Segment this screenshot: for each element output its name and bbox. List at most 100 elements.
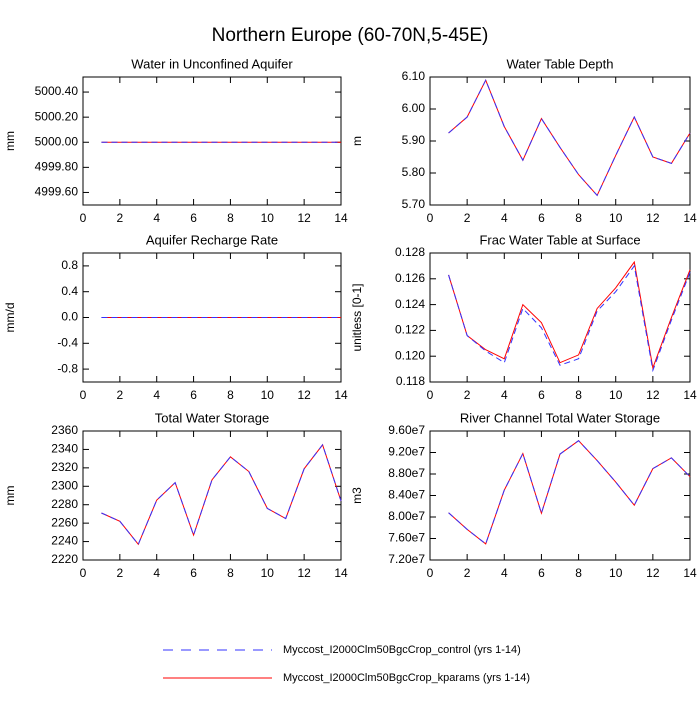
y-tick-label: 5000.20 (35, 109, 79, 123)
x-tick-label: 2 (117, 211, 124, 225)
x-tick-label: 10 (609, 211, 623, 225)
y-tick-label: 4999.80 (35, 160, 79, 174)
series-line (448, 78, 691, 197)
plot-frame (429, 430, 691, 561)
x-tick-label: 8 (227, 211, 234, 225)
plot-frame (429, 252, 691, 383)
y-tick-label: 5.90 (402, 133, 426, 147)
x-tick-label: 10 (261, 566, 275, 580)
panel-title: Water Table Depth (507, 56, 614, 71)
panel-title: River Channel Total Water Storage (460, 410, 660, 425)
x-tick-label: 4 (153, 566, 160, 580)
y-tick-label: 2280 (51, 497, 78, 511)
y-tick-label: 0.120 (395, 348, 425, 362)
x-tick-label: 0 (427, 566, 434, 580)
y-tick-label: 5.80 (402, 165, 426, 179)
x-tick-label: 0 (80, 566, 87, 580)
x-tick-label: 2 (464, 566, 471, 580)
series-line (101, 443, 342, 546)
y-tick-label: 0.128 (395, 245, 425, 259)
y-tick-label: 8.80e7 (388, 466, 425, 480)
y-tick-label: 0.124 (395, 297, 425, 311)
x-tick-label: 10 (261, 211, 275, 225)
y-tick-label: 6.10 (402, 69, 426, 83)
y-tick-label: 0.122 (395, 323, 425, 337)
y-tick-label: 7.20e7 (388, 552, 425, 566)
panel-title: Aquifer Recharge Rate (146, 232, 278, 247)
x-tick-label: 0 (427, 211, 434, 225)
panel-title: Total Water Storage (155, 410, 269, 425)
series-line (448, 260, 691, 370)
y-tick-label: 7.60e7 (388, 531, 425, 545)
series-line (448, 264, 691, 373)
x-tick-label: 14 (334, 211, 348, 225)
x-tick-label: 6 (190, 566, 197, 580)
y-tick-label: 5.70 (402, 197, 426, 211)
x-tick-label: 2 (117, 566, 124, 580)
y-axis-label: m (350, 136, 364, 146)
y-tick-label: 5000.40 (35, 84, 79, 98)
y-tick-label: -0.8 (57, 361, 78, 375)
series-line (448, 78, 691, 197)
x-tick-label: 14 (683, 211, 697, 225)
y-axis-label: mm (3, 131, 17, 151)
x-tick-label: 12 (297, 566, 311, 580)
y-tick-label: 5000.00 (35, 134, 79, 148)
y-axis-label: mm (3, 486, 17, 506)
plot-frame (429, 76, 691, 206)
y-tick-label: 2340 (51, 442, 78, 456)
x-tick-label: 6 (538, 211, 545, 225)
x-tick-label: 10 (609, 388, 623, 402)
figure-title: Northern Europe (60-70N,5-45E) (212, 25, 489, 46)
legend-label: Myccost_I2000Clm50BgcCrop_control (yrs 1… (283, 644, 521, 656)
x-tick-label: 12 (297, 388, 311, 402)
plot-frame (82, 76, 342, 206)
series-line (448, 440, 691, 545)
series-line (101, 443, 342, 546)
y-tick-label: 4999.60 (35, 185, 79, 199)
panel-title: Frac Water Table at Surface (479, 232, 640, 247)
y-tick-label: 2240 (51, 534, 78, 548)
y-tick-label: 2360 (51, 423, 78, 437)
plot-frame (82, 430, 342, 561)
x-tick-label: 2 (464, 211, 471, 225)
x-tick-label: 6 (190, 388, 197, 402)
x-tick-label: 14 (683, 388, 697, 402)
x-tick-label: 0 (80, 388, 87, 402)
y-tick-label: 2300 (51, 478, 78, 492)
y-axis-label: m3 (350, 487, 364, 504)
y-tick-label: 6.00 (402, 101, 426, 115)
x-tick-label: 6 (538, 566, 545, 580)
y-tick-label: 2220 (51, 552, 78, 566)
y-tick-label: -0.4 (57, 335, 78, 349)
x-tick-label: 8 (575, 388, 582, 402)
y-axis-label: mm/d (3, 303, 17, 333)
x-tick-label: 14 (334, 388, 348, 402)
y-tick-label: 8.00e7 (388, 509, 425, 523)
x-tick-label: 10 (609, 566, 623, 580)
x-tick-label: 4 (153, 211, 160, 225)
x-tick-label: 6 (538, 388, 545, 402)
y-tick-label: 0.126 (395, 271, 425, 285)
y-axis-label: unitless [0-1] (350, 283, 364, 351)
series-line (448, 440, 691, 545)
x-tick-label: 0 (427, 388, 434, 402)
y-tick-label: 0.8 (61, 258, 78, 272)
x-tick-label: 14 (683, 566, 697, 580)
x-tick-label: 0 (80, 211, 87, 225)
panel-title: Water in Unconfined Aquifer (131, 56, 293, 71)
x-tick-label: 10 (261, 388, 275, 402)
x-tick-label: 14 (334, 566, 348, 580)
y-tick-label: 2320 (51, 460, 78, 474)
y-tick-label: 0.118 (396, 374, 425, 388)
y-tick-label: 0.4 (61, 284, 78, 298)
x-tick-label: 12 (646, 566, 660, 580)
x-tick-label: 4 (501, 388, 508, 402)
y-tick-label: 2260 (51, 515, 78, 529)
x-tick-label: 12 (646, 211, 660, 225)
x-tick-label: 8 (227, 388, 234, 402)
x-tick-label: 12 (297, 211, 311, 225)
x-tick-label: 2 (464, 388, 471, 402)
